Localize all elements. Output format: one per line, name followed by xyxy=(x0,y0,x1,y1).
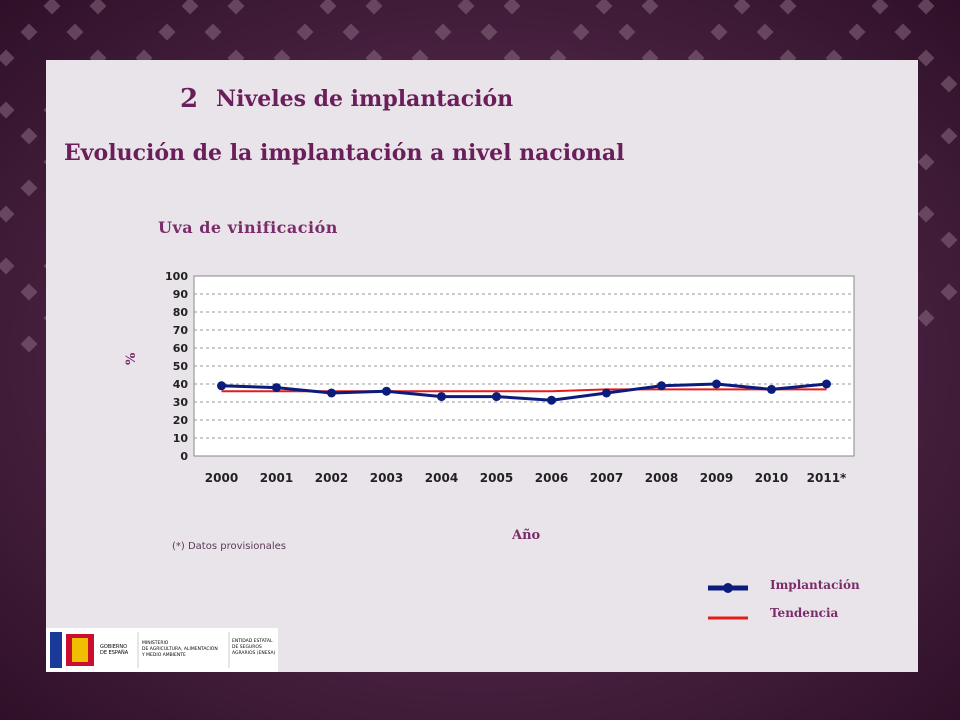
chart-title: Uva de vinificación xyxy=(158,218,338,237)
data-point-implantacion xyxy=(327,388,336,398)
background-diamond xyxy=(940,283,958,301)
x-tick-label: 2004 xyxy=(425,471,458,485)
x-tick-label: 2005 xyxy=(480,471,513,485)
background-diamond xyxy=(641,0,659,15)
y-axis-label: % xyxy=(124,352,139,365)
y-tick-label: 90 xyxy=(173,288,189,301)
background-diamond xyxy=(595,0,613,15)
background-diamond xyxy=(894,23,912,41)
background-diamond xyxy=(940,75,958,93)
section-number: 2 xyxy=(180,84,199,114)
government-logos: GOBIERNO DE ESPAÑA MINISTERIO DE AGRICULTU… xyxy=(46,628,278,672)
x-tick-label: 2008 xyxy=(645,471,678,485)
y-tick-label: 40 xyxy=(173,378,189,391)
data-point-implantacion xyxy=(822,379,831,389)
background-diamond xyxy=(940,231,958,249)
data-point-implantacion xyxy=(602,388,611,398)
y-tick-label: 0 xyxy=(180,450,188,463)
x-tick-label: 2007 xyxy=(590,471,623,485)
background-diamond xyxy=(779,0,797,15)
x-tick-label: 2003 xyxy=(370,471,403,485)
background-diamond xyxy=(917,153,935,171)
background-diamond xyxy=(710,23,728,41)
background-diamond xyxy=(43,0,61,15)
y-tick-label: 100 xyxy=(165,270,188,283)
chart-legend: Implantación Tendencia xyxy=(706,576,860,632)
background-diamond xyxy=(756,23,774,41)
y-tick-label: 80 xyxy=(173,306,189,319)
x-axis-label: Año xyxy=(512,528,541,543)
legend-swatch-tendencia xyxy=(708,616,748,620)
y-tick-label: 30 xyxy=(173,396,189,409)
data-point-implantacion xyxy=(217,381,226,391)
page-subtitle: Evolución de la implantación a nivel nac… xyxy=(64,140,625,166)
page-title: Niveles de implantación xyxy=(216,86,514,112)
footnote: (*) Datos provisionales xyxy=(172,541,287,552)
data-point-implantacion xyxy=(437,392,446,402)
data-point-implantacion xyxy=(657,381,666,391)
y-tick-label: 70 xyxy=(173,324,189,337)
background-diamond xyxy=(0,101,15,119)
y-tick-label: 10 xyxy=(173,432,189,445)
legend-item-implantacion: Implantación xyxy=(706,576,860,600)
y-tick-label: 20 xyxy=(173,414,189,427)
background-diamond xyxy=(917,205,935,223)
data-point-implantacion xyxy=(382,386,391,396)
entidad-text: ENTIDAD ESTATAL DE SEGUROS AGRARIOS (ENESA… xyxy=(232,638,276,656)
gobierno-text: GOBIERNO DE ESPAÑA xyxy=(100,644,129,656)
x-tick-label: 2009 xyxy=(700,471,733,485)
x-tick-label: 2000 xyxy=(205,471,238,485)
legend-label-tendencia: Tendencia xyxy=(770,606,839,620)
eu-flag-icon xyxy=(50,632,62,668)
data-point-implantacion xyxy=(547,395,556,405)
x-tick-label: 2002 xyxy=(315,471,348,485)
legend-item-tendencia: Tendencia xyxy=(706,604,838,628)
legend-label-implantacion: Implantación xyxy=(770,578,860,592)
x-tick-label: 2001 xyxy=(260,471,293,485)
line-chart: 0 10 20 30 40 50 60 70 80 90 100 2000 2001 2002 2003 20… xyxy=(165,270,855,485)
background-diamond xyxy=(66,23,84,41)
background-diamond xyxy=(917,49,935,67)
data-point-implantacion xyxy=(272,383,281,393)
x-tick-label: 2011* xyxy=(807,471,847,485)
y-tick-label: 60 xyxy=(173,342,189,355)
background-diamond xyxy=(848,23,866,41)
data-point-implantacion xyxy=(712,379,721,389)
ministerio-text: MINISTERIO DE AGRICULTURA, ALIMENTACIÓN Y … xyxy=(141,640,218,658)
y-tick-label: 50 xyxy=(173,360,189,373)
background-diamond xyxy=(940,127,958,145)
series-line-implantacion xyxy=(221,382,827,402)
background-diamond xyxy=(89,0,107,15)
x-tick-label: 2010 xyxy=(755,471,788,485)
background-diamond xyxy=(733,0,751,15)
x-tick-label: 2006 xyxy=(535,471,568,485)
data-point-implantacion xyxy=(492,392,501,402)
background-diamond xyxy=(572,23,590,41)
legend-swatch-implantacion xyxy=(708,583,748,593)
background-diamond xyxy=(871,0,889,15)
background-diamond xyxy=(618,23,636,41)
background-diamond xyxy=(917,0,935,15)
background-diamond xyxy=(917,309,935,327)
data-point-implantacion xyxy=(767,384,776,394)
